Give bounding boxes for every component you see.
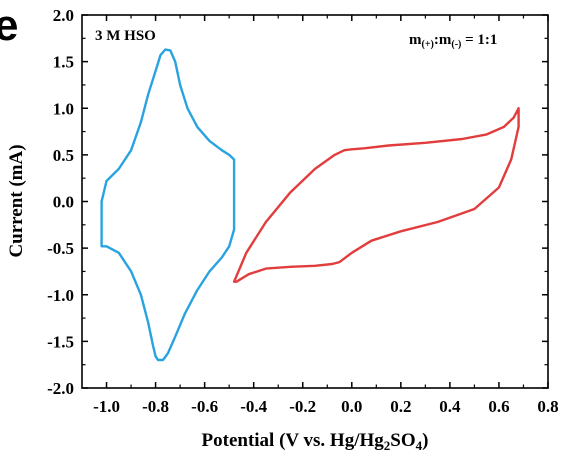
- series-layer: [100, 48, 520, 362]
- ratio-m-minus: :m: [434, 32, 452, 48]
- y-tick-label: -0.5: [47, 239, 74, 258]
- ratio-m-plus: m: [409, 32, 422, 48]
- x-tick-label: 0.2: [390, 397, 411, 416]
- cv-curve-2: [232, 107, 520, 283]
- y-axis-title: Current (mA): [6, 144, 27, 257]
- xlabel-sub-2: 2: [384, 438, 391, 453]
- y-tick-label: 0.0: [53, 193, 74, 212]
- ratio-minus-sub: (-): [451, 39, 461, 50]
- y-tick-label: 2.0: [53, 6, 74, 25]
- x-tick-label: -0.4: [240, 397, 267, 416]
- y-tick-label: 1.5: [53, 53, 74, 72]
- cv-curve-1: [100, 48, 236, 362]
- xlabel-part-2: SO: [390, 430, 415, 451]
- x-axis-title: Potential (V vs. Hg/Hg2SO4): [202, 430, 429, 453]
- panel-letter: e: [0, 1, 18, 50]
- x-tick-label: 0.6: [488, 397, 509, 416]
- xlabel-part-1: Potential (V vs. Hg/Hg: [202, 430, 385, 451]
- xlabel-part-3: ): [422, 430, 428, 451]
- x-tick-label: 0.0: [341, 397, 362, 416]
- mass-ratio-label: m(+):m(-) = 1:1: [409, 32, 497, 50]
- y-axis: -2.0 -1.5 -1.0 -0.5 0.0 0.5 1.0 1.5 2.0: [47, 6, 548, 398]
- ratio-value: = 1:1: [461, 32, 497, 48]
- x-tick-label: -0.6: [191, 397, 218, 416]
- x-tick-label: 0.8: [537, 397, 558, 416]
- electrolyte-label: 3 M HSO: [95, 28, 156, 44]
- xlabel-sub-4: 4: [416, 438, 423, 453]
- y-tick-label: 0.5: [53, 146, 74, 165]
- x-tick-label: -1.0: [93, 397, 120, 416]
- x-axis: -1.0 -0.8 -0.6 -0.4 -0.2 0.0 0.2 0.4 0.6 0.8: [93, 15, 559, 416]
- y-tick-label: 1.0: [53, 99, 74, 118]
- y-tick-label: -1.5: [47, 332, 74, 351]
- x-tick-label: -0.2: [289, 397, 316, 416]
- y-tick-label: -2.0: [47, 379, 74, 398]
- x-tick-label: -0.8: [142, 397, 169, 416]
- y-tick-label: -1.0: [47, 286, 74, 305]
- x-tick-label: 0.4: [439, 397, 461, 416]
- plot-frame: [81, 14, 549, 389]
- ratio-plus-sub: (+): [422, 39, 434, 50]
